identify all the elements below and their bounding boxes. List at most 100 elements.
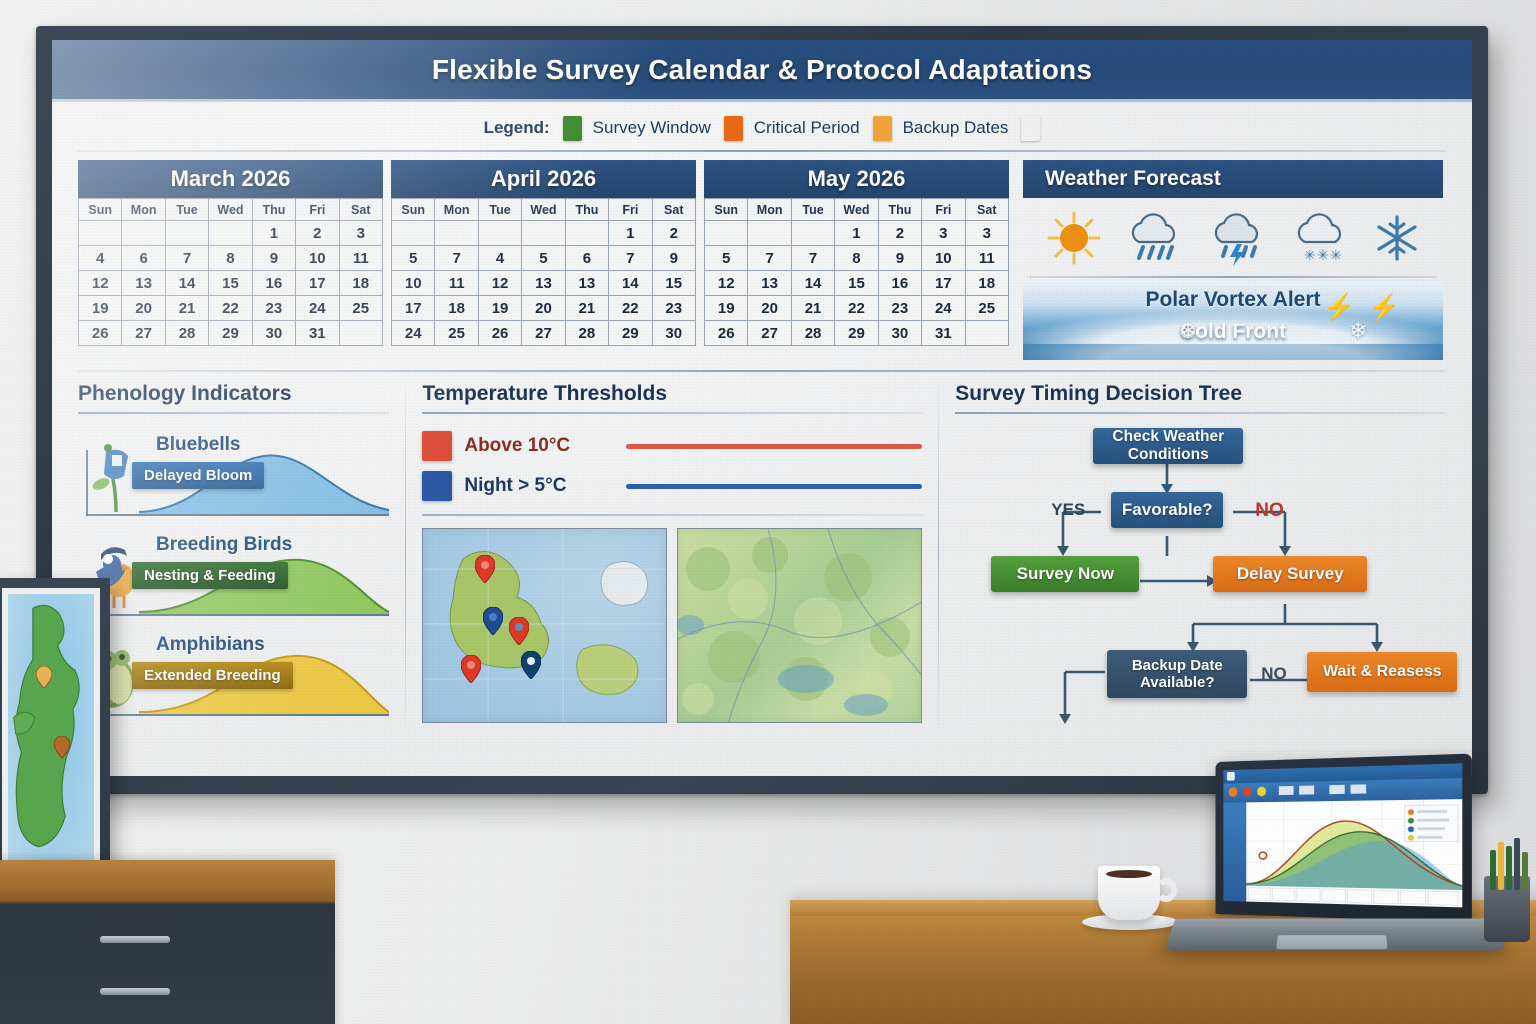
calendar-day-cell[interactable]: 20 [121, 295, 166, 321]
calendar-day-cell[interactable]: 10 [390, 270, 436, 296]
calendar-day-cell[interactable]: 15 [208, 270, 253, 296]
calendar-day-cell[interactable]: 1 [251, 220, 297, 246]
calendar-day-cell[interactable]: 2 [877, 220, 923, 246]
calendar-day-cell[interactable]: 27 [521, 320, 566, 346]
calendar-day-cell[interactable]: 20 [521, 295, 566, 321]
calendar-day-cell[interactable]: 14 [164, 270, 210, 296]
map-pin-red[interactable] [461, 655, 482, 683]
calendar-day-cell[interactable]: 7 [608, 245, 653, 271]
calendar-day-cell[interactable]: 3 [921, 220, 966, 246]
calendar-day-cell[interactable]: 10 [921, 245, 966, 271]
calendar-day-cell[interactable]: 22 [608, 295, 653, 321]
calendar-day-cell[interactable]: 16 [251, 270, 297, 296]
ribbon-icon-yellow[interactable] [1257, 786, 1267, 797]
map-pin-blue[interactable] [521, 651, 542, 679]
laptop-keyboard-base[interactable] [1164, 918, 1506, 951]
calendar-day-cell[interactable]: 7 [434, 245, 479, 271]
laptop-screen[interactable] [1223, 763, 1463, 908]
calendar-day-cell[interactable]: 27 [121, 320, 166, 346]
calendar-day-cell[interactable]: 3 [338, 220, 384, 246]
calendar-day-cell[interactable]: 15 [651, 270, 697, 296]
calendar-day-cell[interactable]: 20 [747, 295, 792, 321]
calendar-day-cell[interactable]: 22 [208, 295, 253, 321]
calendar-day-cell[interactable]: 24 [390, 320, 436, 346]
map-pin-red[interactable] [509, 617, 530, 645]
calendar-day-cell[interactable]: 27 [747, 320, 792, 346]
calendar-day-cell[interactable]: 19 [77, 295, 123, 321]
calendar-day-cell[interactable]: 9 [651, 245, 697, 271]
calendar-day-cell[interactable]: 8 [208, 245, 253, 271]
node-check-weather-conditions[interactable]: Check Weather Conditions [1093, 428, 1244, 464]
calendar-day-cell[interactable]: 9 [251, 245, 297, 271]
calendar-day-cell[interactable]: 22 [834, 295, 879, 321]
node-delay-survey[interactable]: Delay Survey [1213, 556, 1368, 592]
calendar-day-cell[interactable]: 11 [434, 270, 479, 296]
calendar-day-cell[interactable]: 29 [608, 320, 653, 346]
calendar-day-cell[interactable]: 31 [295, 320, 340, 346]
calendar-day-cell[interactable]: 1 [608, 220, 653, 246]
calendar-day-cell[interactable]: 2 [651, 220, 697, 246]
calendar-day-cell[interactable]: 26 [477, 320, 523, 346]
calendar-day-cell[interactable]: 1 [834, 220, 879, 246]
calendar-day-cell[interactable]: 14 [790, 270, 836, 296]
map-pin-red[interactable] [475, 555, 496, 583]
node-favorable[interactable]: Favorable? [1111, 492, 1224, 528]
calendar-day-cell[interactable]: 19 [703, 295, 749, 321]
calendar-day-cell[interactable]: 7 [790, 245, 836, 271]
node-backup-date-available[interactable]: Backup Date Available? [1107, 650, 1248, 698]
calendar-day-cell[interactable]: 26 [703, 320, 749, 346]
calendar-day-cell[interactable]: 18 [964, 270, 1010, 296]
calendar-day-cell[interactable]: 14 [608, 270, 653, 296]
calendar-day-cell[interactable]: 24 [295, 295, 340, 321]
ribbon-tool-icon[interactable] [1350, 784, 1367, 794]
calendar-day-cell[interactable]: 23 [651, 295, 697, 321]
ribbon-icon-orange[interactable] [1228, 787, 1238, 797]
calendar-day-cell[interactable]: 7 [164, 245, 210, 271]
calendar-day-cell[interactable]: 13 [747, 270, 792, 296]
calendar-day-cell[interactable]: 21 [564, 295, 610, 321]
calendar-day-cell[interactable]: 5 [390, 245, 436, 271]
calendar-day-cell[interactable]: 30 [877, 320, 923, 346]
calendar-day-cell[interactable]: 16 [877, 270, 923, 296]
calendar-day-cell[interactable]: 29 [208, 320, 253, 346]
drawer-handle[interactable] [100, 936, 170, 943]
ribbon-icon-red[interactable] [1242, 786, 1252, 797]
calendar-day-cell[interactable]: 25 [434, 320, 479, 346]
calendar-day-cell[interactable]: 30 [651, 320, 697, 346]
calendar-day-cell[interactable]: 31 [921, 320, 966, 346]
habitat-coverage-map[interactable] [677, 528, 923, 723]
trackpad[interactable] [1276, 935, 1388, 950]
ribbon-tool-icon[interactable] [1299, 785, 1315, 795]
calendar-day-cell[interactable]: 19 [477, 295, 523, 321]
calendar-day-cell[interactable]: 13 [521, 270, 566, 296]
calendar-day-cell[interactable]: 17 [390, 295, 436, 321]
calendar-day-cell[interactable]: 29 [834, 320, 879, 346]
calendar-day-cell[interactable]: 4 [477, 245, 523, 271]
calendar-day-cell[interactable]: 2 [295, 220, 340, 246]
calendar-day-cell[interactable]: 23 [877, 295, 923, 321]
calendar-day-cell[interactable]: 12 [77, 270, 123, 296]
calendar-day-cell[interactable]: 21 [164, 295, 210, 321]
calendar-day-cell[interactable]: 25 [964, 295, 1010, 321]
ribbon-tool-icon[interactable] [1329, 784, 1345, 795]
drawer-handle[interactable] [100, 988, 170, 995]
calendar-day-cell[interactable]: 13 [121, 270, 166, 296]
calendar-day-cell[interactable]: 6 [564, 245, 610, 271]
calendar-day-cell[interactable]: 17 [921, 270, 966, 296]
calendar-day-cell[interactable]: 18 [434, 295, 479, 321]
calendar-day-cell[interactable]: 3 [964, 220, 1010, 246]
calendar-day-cell[interactable]: 13 [564, 270, 610, 296]
calendar-day-cell[interactable]: 5 [521, 245, 566, 271]
calendar-day-cell[interactable]: 11 [338, 245, 384, 271]
calendar-day-cell[interactable]: 25 [338, 295, 384, 321]
calendar-day-cell[interactable]: 24 [921, 295, 966, 321]
calendar-day-cell[interactable]: 9 [877, 245, 923, 271]
calendar-day-cell[interactable]: 15 [834, 270, 879, 296]
calendar-day-cell[interactable]: 10 [295, 245, 340, 271]
calendar-day-cell[interactable]: 7 [747, 245, 792, 271]
calendar-day-cell[interactable]: 26 [77, 320, 123, 346]
calendar-day-cell[interactable]: 17 [295, 270, 340, 296]
node-wait-and-reasess[interactable]: Wait & Reasess [1307, 652, 1458, 692]
calendar-day-cell[interactable]: 8 [834, 245, 879, 271]
calendar-day-cell[interactable]: 5 [703, 245, 749, 271]
